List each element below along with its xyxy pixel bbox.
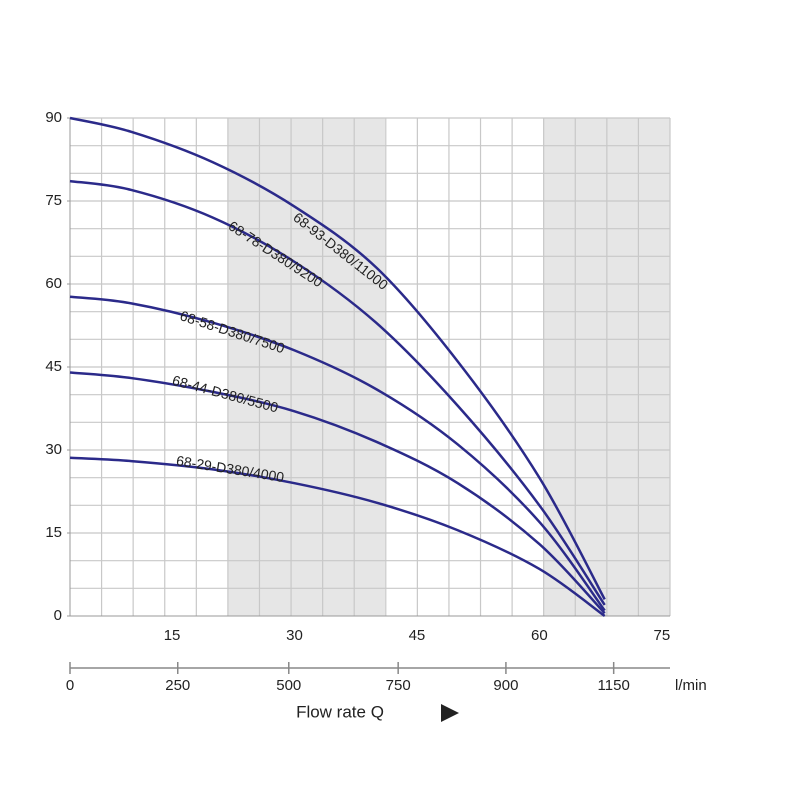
y-tick-label: 60 xyxy=(45,275,62,292)
y-tick-label: 30 xyxy=(45,441,62,458)
x2-unit: l/min xyxy=(675,677,707,694)
curve xyxy=(69,295,606,612)
x-axis-title: Flow rate Q xyxy=(296,702,384,721)
x2-tick-label: 250 xyxy=(165,677,190,694)
curve xyxy=(69,371,606,615)
x-tick-label: 60 xyxy=(531,627,548,644)
x-tick-label: 30 xyxy=(286,627,303,644)
x-tick-label: 15 xyxy=(164,627,181,644)
y-tick-label: 90 xyxy=(45,109,62,126)
x2-tick-label: 900 xyxy=(493,677,518,694)
y-tick-label: 75 xyxy=(45,192,62,209)
curve xyxy=(69,116,606,600)
x-tick-label: 75 xyxy=(653,627,670,644)
y-tick-label: 45 xyxy=(45,358,62,375)
curve xyxy=(69,456,606,618)
x2-tick-label: 0 xyxy=(66,677,74,694)
x2-tick-label: 1150 xyxy=(598,677,630,694)
curve xyxy=(69,179,606,606)
y-tick-label: 0 xyxy=(54,607,62,624)
x2-tick-label: 750 xyxy=(386,677,411,694)
x-tick-label: 45 xyxy=(409,627,426,644)
y-tick-label: 15 xyxy=(45,524,62,541)
arrow xyxy=(441,704,459,722)
x2-tick-label: 500 xyxy=(276,677,301,694)
